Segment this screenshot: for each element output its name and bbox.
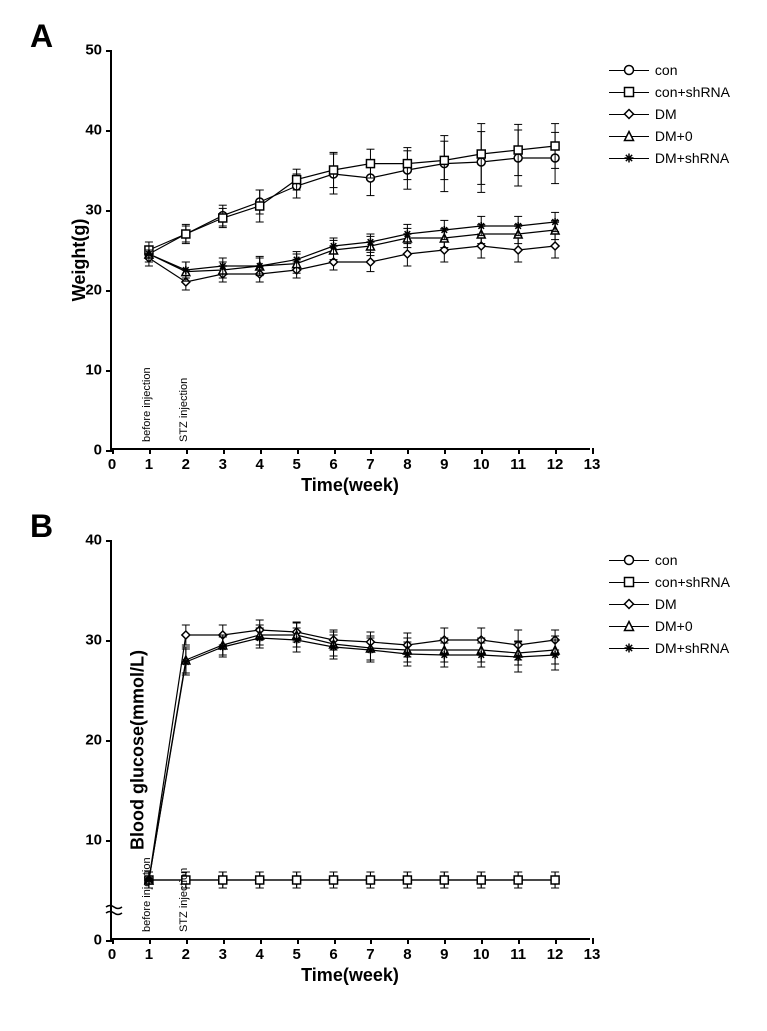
xtick-label: 4: [256, 938, 264, 963]
legend-item: con+shRNA: [609, 82, 730, 102]
panel-a-chart: Weight(g) concon+shRNADMDM+0DM+shRNA 010…: [20, 20, 747, 500]
xtick-label: 12: [547, 938, 564, 963]
xtick-label: 10: [473, 938, 490, 963]
xtick-label: 10: [473, 448, 490, 473]
xtick-label: 9: [440, 448, 448, 473]
legend-label: con: [655, 62, 678, 78]
legend-label: DM+0: [655, 128, 693, 144]
xtick-label: 1: [145, 938, 153, 963]
annotation-label: STZ injection: [178, 868, 190, 932]
ytick-label: 20: [85, 282, 112, 299]
figure: A Weight(g) concon+shRNADMDM+0DM+shRNA 0…: [20, 20, 747, 990]
legend-label: DM+shRNA: [655, 150, 729, 166]
panel-b-chart: Blood glucose(mmol/L) concon+shRNADMDM+0…: [20, 510, 747, 990]
legend-item: DM+0: [609, 616, 730, 636]
legend-item: DM+shRNA: [609, 638, 730, 658]
xtick-label: 3: [219, 448, 227, 473]
legend-item: con: [609, 550, 730, 570]
legend-label: DM: [655, 596, 677, 612]
xtick-label: 11: [510, 938, 526, 963]
legend-label: con+shRNA: [655, 84, 730, 100]
xtick-label: 13: [584, 448, 601, 473]
xtick-label: 3: [219, 938, 227, 963]
ytick-label: 10: [85, 362, 112, 379]
legend-item: con+shRNA: [609, 572, 730, 592]
xtick-label: 7: [366, 938, 374, 963]
xtick-label: 7: [366, 448, 374, 473]
panel-a: A Weight(g) concon+shRNADMDM+0DM+shRNA 0…: [20, 20, 747, 500]
ytick-label: 10: [85, 832, 112, 849]
legend-label: DM+0: [655, 618, 693, 634]
legend-label: DM+shRNA: [655, 640, 729, 656]
xtick-label: 9: [440, 938, 448, 963]
xtick-label: 8: [403, 448, 411, 473]
xtick-label: 12: [547, 448, 564, 473]
xtick-label: 8: [403, 938, 411, 963]
annotation-label: STZ injection: [178, 378, 190, 442]
ytick-label: 20: [85, 732, 112, 749]
legend-item: con: [609, 60, 730, 80]
legend-item: DM+shRNA: [609, 148, 730, 168]
legend-label: con+shRNA: [655, 574, 730, 590]
xtick-label: 0: [108, 448, 116, 473]
xtick-label: 6: [329, 448, 337, 473]
annotation-label: before injection: [141, 367, 153, 442]
panel-b-plot: concon+shRNADMDM+0DM+shRNA 0102030400123…: [110, 540, 590, 940]
legend-label: con: [655, 552, 678, 568]
xtick-label: 4: [256, 448, 264, 473]
ytick-label: 50: [85, 42, 112, 59]
panel-b: B Blood glucose(mmol/L) concon+shRNADMDM…: [20, 510, 747, 990]
panel-b-xlabel: Time(week): [301, 965, 399, 986]
legend-label: DM: [655, 106, 677, 122]
legend-item: DM: [609, 594, 730, 614]
xtick-label: 2: [182, 938, 190, 963]
xtick-label: 0: [108, 938, 116, 963]
ytick-label: 30: [85, 632, 112, 649]
panel-a-legend: con con+shRNA DM DM+0 DM+shRNA: [609, 60, 730, 170]
legend-item: DM+0: [609, 126, 730, 146]
ytick-label: 40: [85, 532, 112, 549]
panel-b-legend: con con+shRNA DM DM+0 DM+shRNA: [609, 550, 730, 660]
xtick-label: 11: [510, 448, 526, 473]
xtick-label: 6: [329, 938, 337, 963]
ytick-label: 40: [85, 122, 112, 139]
xtick-label: 5: [292, 448, 300, 473]
ytick-label: 30: [85, 202, 112, 219]
panel-a-xlabel: Time(week): [301, 475, 399, 496]
annotation-label: before injection: [141, 857, 153, 932]
xtick-label: 13: [584, 938, 601, 963]
legend-item: DM: [609, 104, 730, 124]
xtick-label: 2: [182, 448, 190, 473]
panel-a-plot: concon+shRNADMDM+0DM+shRNA 0102030405001…: [110, 50, 590, 450]
xtick-label: 5: [292, 938, 300, 963]
xtick-label: 1: [145, 448, 153, 473]
